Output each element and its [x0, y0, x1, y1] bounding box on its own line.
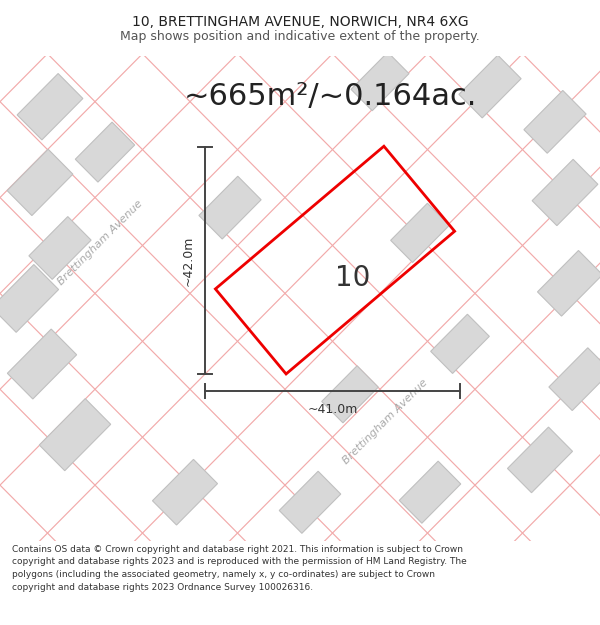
Polygon shape	[532, 159, 598, 226]
Text: Map shows position and indicative extent of the property.: Map shows position and indicative extent…	[120, 30, 480, 42]
Text: 10, BRETTINGHAM AVENUE, NORWICH, NR4 6XG: 10, BRETTINGHAM AVENUE, NORWICH, NR4 6XG	[131, 16, 469, 29]
Polygon shape	[29, 217, 91, 279]
Polygon shape	[524, 91, 586, 153]
Text: ~41.0m: ~41.0m	[307, 403, 358, 416]
Polygon shape	[459, 55, 521, 118]
Polygon shape	[17, 74, 83, 140]
Text: ~42.0m: ~42.0m	[182, 236, 195, 286]
Polygon shape	[538, 251, 600, 316]
Text: Brettingham Avenue: Brettingham Avenue	[56, 199, 145, 288]
Text: Contains OS data © Crown copyright and database right 2021. This information is : Contains OS data © Crown copyright and d…	[12, 545, 467, 591]
Polygon shape	[7, 149, 73, 216]
Polygon shape	[508, 427, 572, 493]
Polygon shape	[0, 264, 59, 332]
Polygon shape	[152, 459, 218, 525]
Text: Brettingham Avenue: Brettingham Avenue	[341, 378, 430, 466]
Polygon shape	[399, 461, 461, 523]
Polygon shape	[76, 122, 134, 182]
Polygon shape	[351, 52, 409, 111]
Polygon shape	[279, 471, 341, 533]
Text: 10: 10	[335, 264, 371, 292]
Polygon shape	[431, 314, 490, 374]
Polygon shape	[549, 348, 600, 411]
Polygon shape	[7, 329, 77, 399]
Polygon shape	[39, 399, 111, 471]
Polygon shape	[199, 176, 261, 239]
Text: ~665m²/~0.164ac.: ~665m²/~0.164ac.	[184, 82, 476, 111]
Polygon shape	[322, 366, 378, 423]
Polygon shape	[391, 203, 449, 262]
